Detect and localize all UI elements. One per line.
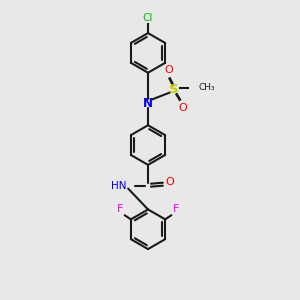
Text: N: N bbox=[143, 97, 153, 110]
Text: HN: HN bbox=[111, 181, 126, 191]
Text: CH₃: CH₃ bbox=[199, 83, 215, 92]
Text: Cl: Cl bbox=[143, 13, 153, 23]
Text: F: F bbox=[117, 204, 123, 214]
Text: O: O bbox=[165, 177, 174, 187]
Text: O: O bbox=[178, 103, 187, 113]
Text: S: S bbox=[169, 83, 178, 96]
Text: F: F bbox=[173, 204, 179, 214]
Text: O: O bbox=[164, 65, 173, 75]
